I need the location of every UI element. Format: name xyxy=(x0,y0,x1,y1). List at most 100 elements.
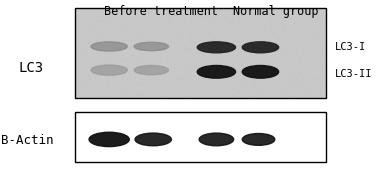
Point xyxy=(202,64,208,66)
Point xyxy=(259,18,265,20)
Point xyxy=(155,35,162,38)
Point xyxy=(222,38,228,40)
Point xyxy=(115,12,121,15)
Point xyxy=(124,64,131,66)
Point xyxy=(140,43,146,46)
Point xyxy=(269,15,275,18)
Point xyxy=(291,77,297,80)
Point xyxy=(169,21,175,23)
Point xyxy=(263,30,269,33)
Point xyxy=(161,66,167,68)
Point xyxy=(310,92,316,95)
Point xyxy=(307,69,313,72)
Point xyxy=(232,85,238,88)
Point xyxy=(111,22,117,25)
Point xyxy=(300,45,306,48)
Point xyxy=(119,22,125,25)
Point xyxy=(138,18,144,20)
Point xyxy=(308,92,314,94)
Point xyxy=(270,49,276,52)
Point xyxy=(181,13,187,16)
Point xyxy=(297,89,303,92)
Point xyxy=(77,71,83,74)
Point xyxy=(177,13,183,15)
Point xyxy=(90,17,96,20)
Point xyxy=(121,52,127,55)
Point xyxy=(183,29,190,32)
Point xyxy=(240,88,246,91)
Point xyxy=(162,51,169,54)
Point xyxy=(115,19,121,22)
Point xyxy=(173,37,180,39)
Point xyxy=(235,59,241,62)
Point xyxy=(216,78,222,80)
Point xyxy=(282,40,288,43)
Point xyxy=(188,48,195,50)
Point xyxy=(285,89,291,92)
Point xyxy=(291,10,297,13)
Point xyxy=(149,9,155,12)
Point xyxy=(259,92,265,94)
Point xyxy=(255,37,261,40)
Point xyxy=(156,36,162,39)
Point xyxy=(268,36,274,39)
Point xyxy=(309,9,315,12)
Point xyxy=(216,9,223,11)
Point xyxy=(272,22,278,25)
Point xyxy=(257,94,263,97)
Point xyxy=(183,88,189,91)
Point xyxy=(254,86,260,88)
Point xyxy=(292,86,298,89)
Point xyxy=(172,93,178,96)
Point xyxy=(169,40,175,42)
Point xyxy=(318,78,324,81)
Point xyxy=(211,34,217,36)
Point xyxy=(110,61,116,64)
Point xyxy=(186,50,192,52)
Point xyxy=(198,50,204,53)
Point xyxy=(150,24,156,27)
Point xyxy=(279,44,285,47)
Point xyxy=(281,74,287,77)
Point xyxy=(167,41,173,44)
Point xyxy=(169,70,175,73)
Point xyxy=(225,44,231,47)
Point xyxy=(199,11,205,14)
Point xyxy=(289,15,295,18)
Point xyxy=(221,9,227,12)
Point xyxy=(147,67,154,70)
Point xyxy=(172,30,178,32)
Point xyxy=(208,50,214,53)
Point xyxy=(101,58,108,61)
Point xyxy=(175,52,181,55)
Point xyxy=(155,80,161,82)
Point xyxy=(229,41,236,43)
Point xyxy=(191,57,197,60)
Point xyxy=(239,77,246,80)
Point xyxy=(107,67,113,69)
Point xyxy=(251,20,257,22)
Point xyxy=(257,92,263,95)
Point xyxy=(197,36,203,39)
Point xyxy=(147,95,153,98)
Point xyxy=(272,42,278,44)
Point xyxy=(277,31,283,33)
Point xyxy=(195,95,201,97)
Point xyxy=(232,36,238,39)
Point xyxy=(318,11,324,14)
Point xyxy=(151,78,157,80)
Point xyxy=(152,44,158,47)
Point xyxy=(154,43,160,46)
Point xyxy=(283,88,290,91)
Point xyxy=(77,8,83,11)
Point xyxy=(185,34,192,37)
Point xyxy=(160,65,166,68)
Point xyxy=(216,14,222,16)
Point xyxy=(179,63,185,66)
Point xyxy=(146,63,152,66)
Point xyxy=(272,53,278,55)
Point xyxy=(169,66,175,69)
Point xyxy=(82,9,88,11)
Point xyxy=(236,91,242,94)
Point xyxy=(200,9,206,11)
